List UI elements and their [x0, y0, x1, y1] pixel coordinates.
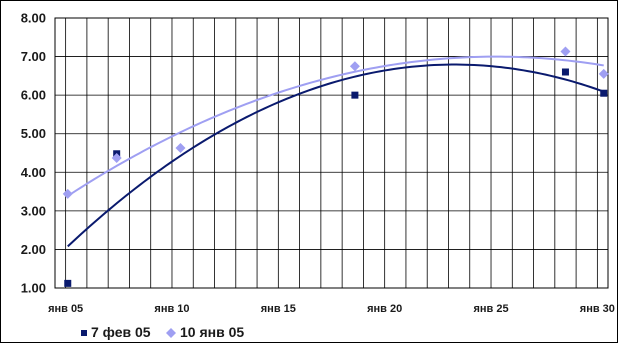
data-point-series-0 [351, 91, 359, 99]
legend-entry-0: 7 фев 05 [81, 324, 151, 340]
grid [54, 17, 609, 289]
x-axis-ticks: янв 05 янв 10 янв 15 янв 20 янв 25 янв 30 [48, 303, 615, 315]
trendlines [67, 55, 605, 248]
y-tick-label: 6.00 [21, 88, 46, 103]
data-point-series-0 [600, 89, 608, 97]
legend: 7 фев 05 10 янв 05 [81, 324, 244, 340]
x-tick-label: янв 10 [154, 303, 189, 315]
y-tick-label: 8.00 [21, 11, 46, 26]
y-tick-label: 2.00 [21, 242, 46, 257]
data-point-series-1 [111, 153, 122, 164]
data-point-series-1 [560, 46, 571, 57]
x-tick-label: янв 15 [261, 303, 296, 315]
legend-label-1: 10 янв 05 [180, 324, 244, 340]
x-tick-label: янв 25 [473, 303, 508, 315]
data-point-series-1 [62, 188, 73, 199]
data-point-series-1 [349, 61, 360, 72]
data-point-series-1 [175, 142, 186, 153]
data-point-series-1 [598, 68, 609, 79]
data-markers [62, 46, 609, 287]
x-tick-label: янв 05 [48, 303, 83, 315]
y-tick-label: 5.00 [21, 126, 46, 141]
y-tick-label: 3.00 [21, 203, 46, 218]
legend-entry-1: 10 янв 05 [166, 324, 244, 340]
trendline-series-1 [67, 55, 604, 197]
legend-marker-diamond [166, 328, 176, 338]
x-tick-label: янв 30 [580, 303, 615, 315]
y-tick-label: 4.00 [21, 165, 46, 180]
plot-area [54, 17, 609, 289]
data-point-series-0 [561, 68, 569, 76]
y-tick-label: 1.00 [21, 281, 46, 296]
legend-marker-square [81, 330, 87, 336]
legend-label-0: 7 фев 05 [91, 324, 151, 340]
y-axis-ticks: 1.00 2.00 3.00 4.00 5.00 6.00 7.00 8.00 [21, 11, 46, 296]
trendline-series-0 [67, 63, 605, 248]
y-tick-label: 7.00 [21, 49, 46, 64]
data-point-series-0 [64, 279, 72, 287]
x-tick-label: янв 20 [367, 303, 402, 315]
